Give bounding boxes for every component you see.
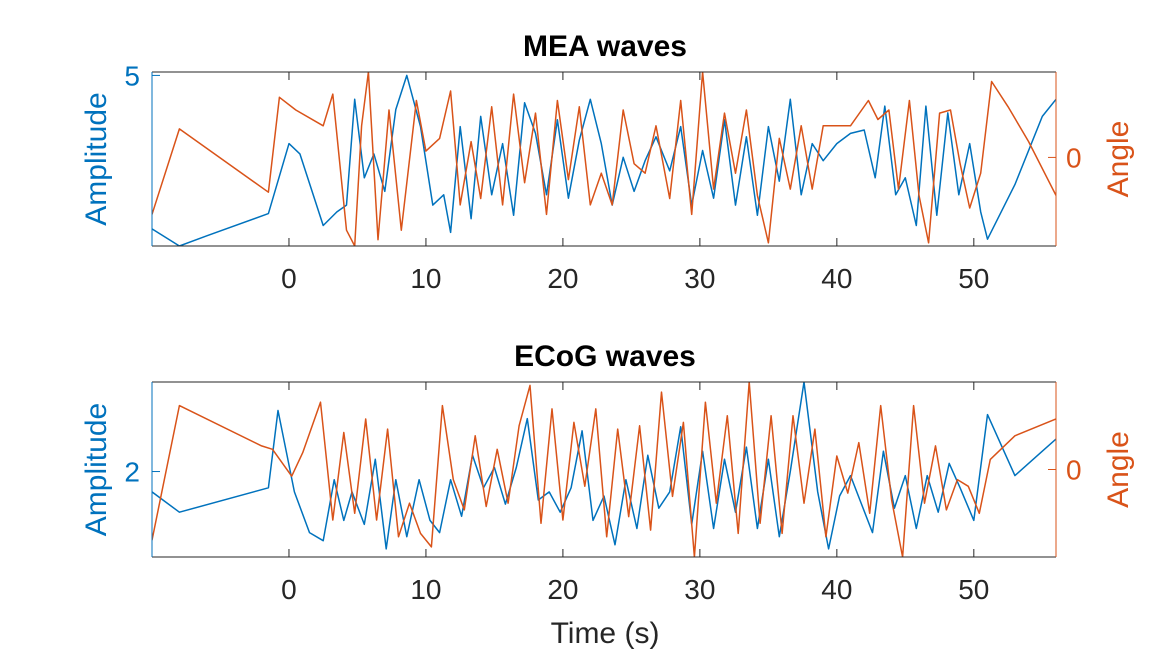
mea-xtick-label: 40 — [821, 263, 852, 294]
mea-ytick-left-label: 5 — [124, 60, 140, 91]
ecog-xtick-label: 30 — [684, 574, 715, 605]
mea-series-amplitude-line — [152, 74, 1056, 246]
ecog-ytick-right-label: 0 — [1066, 455, 1082, 486]
mea-ylabel-amplitude: Amplitude — [80, 92, 113, 225]
ecog-series-angle-line — [152, 382, 1056, 557]
ecog-xtick-label: 10 — [410, 574, 441, 605]
ecog-ylabel-angle: Angle — [1102, 431, 1135, 508]
mea-title: MEA waves — [523, 30, 687, 63]
ecog-xtick-label: 50 — [958, 574, 989, 605]
ecog-xtick-label: 40 — [821, 574, 852, 605]
mea-xtick-label: 20 — [547, 263, 578, 294]
mea-xtick-label: 0 — [281, 263, 297, 294]
mea-xtick-label: 10 — [410, 263, 441, 294]
ecog-ytick-left-label: 2 — [124, 457, 140, 488]
ecog-panel: ECoG waves Amplitude Angle Time (s) 0 10 2… — [80, 340, 1135, 650]
mea-ytick-right-label: 0 — [1066, 142, 1082, 173]
ecog-ylabel-amplitude: Amplitude — [80, 403, 113, 536]
ecog-title: ECoG waves — [514, 340, 696, 373]
mea-ylabel-angle: Angle — [1102, 121, 1135, 198]
mea-xtick-label: 50 — [958, 263, 989, 294]
mea-xtick-label: 30 — [684, 263, 715, 294]
mea-series-angle-line — [152, 72, 1056, 246]
ecog-xlabel-time: Time (s) — [551, 617, 660, 650]
ecog-xtick-label: 0 — [281, 574, 297, 605]
ecog-xtick-label: 20 — [547, 574, 578, 605]
